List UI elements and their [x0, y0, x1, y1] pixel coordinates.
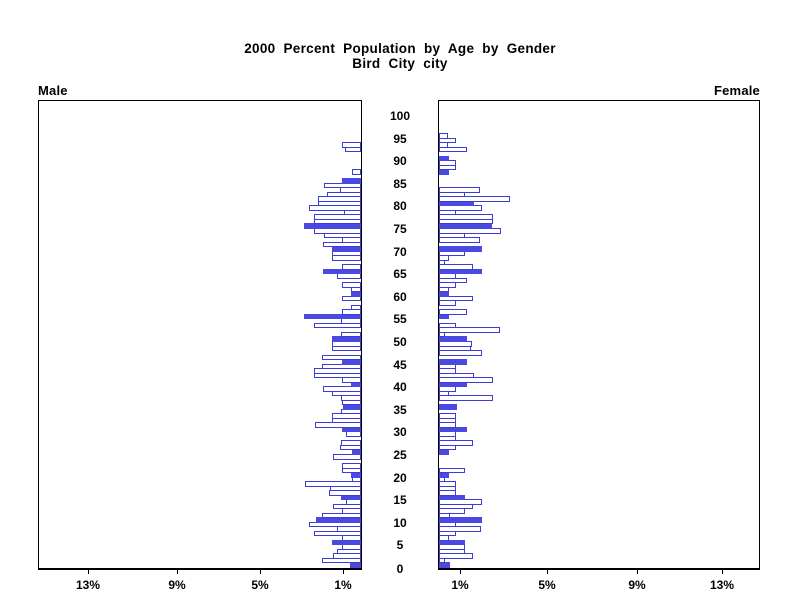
age-tick-label: 80: [393, 199, 407, 214]
age-tick-label: 100: [389, 109, 411, 123]
age-tick-label: 75: [393, 222, 407, 236]
male-axis-tick: [260, 570, 261, 574]
male-age-bar: [323, 386, 361, 392]
male-age-bar: [341, 264, 361, 270]
female-age-bar: [439, 413, 457, 419]
female-age-bar: [439, 146, 467, 153]
age-tick-label: 90: [393, 154, 407, 169]
male-percent-tick-label: 13%: [75, 578, 101, 592]
female-axis-tick: [460, 570, 461, 574]
female-age-bar: [439, 295, 474, 302]
female-age-bar: [439, 336, 467, 342]
male-age-bar: [351, 304, 361, 311]
male-age-bar: [341, 463, 361, 469]
male-percent-tick-label: 9%: [168, 578, 186, 592]
age-tick-label: 25: [393, 448, 407, 462]
chart-title: 2000 Percent Population by Age by Gender…: [0, 41, 800, 71]
age-tick-label: 65: [393, 267, 407, 282]
male-age-bar: [340, 331, 361, 338]
age-tick-label: 50: [393, 335, 407, 349]
female-percent-tick-label: 5%: [538, 578, 556, 592]
age-tick-label: 45: [393, 357, 407, 372]
female-plot-area: [438, 100, 760, 570]
age-tick-label: 85: [393, 176, 407, 191]
male-age-bar: [305, 481, 361, 487]
male-percent-tick-label: 5%: [251, 578, 269, 592]
male-plot-area: [38, 100, 362, 570]
age-tick-label: 35: [393, 402, 407, 417]
female-age-bar: [439, 133, 448, 139]
female-age-bar: [439, 526, 481, 532]
age-tick-label: 5: [396, 538, 404, 553]
female-percent-tick-label: 9%: [628, 578, 646, 592]
age-tick-label: 10: [393, 515, 407, 530]
age-tick-label: 70: [393, 244, 407, 259]
female-age-bar: [439, 264, 474, 270]
female-age-bar: [439, 440, 474, 446]
male-axis-tick: [88, 570, 89, 574]
male-age-bar: [313, 214, 361, 220]
male-axis-tick: [177, 570, 178, 574]
male-age-bar: [341, 178, 361, 184]
female-age-bar: [439, 359, 467, 365]
female-age-bar: [439, 467, 465, 474]
female-age-bar: [439, 309, 467, 315]
female-age-bar: [439, 155, 449, 162]
female-age-bar: [439, 404, 458, 410]
female-side-label: Female: [713, 83, 760, 98]
female-age-bar: [439, 322, 457, 329]
female-age-bar: [439, 196, 510, 202]
age-tick-label: 40: [393, 380, 407, 395]
male-age-bar: [304, 313, 361, 320]
male-age-bar: [322, 354, 361, 361]
chart-title-line1: 2000 Percent Population by Age by Gender: [244, 41, 556, 56]
age-tick-label: 60: [393, 289, 407, 304]
male-percent-tick-label: 1%: [334, 578, 352, 592]
male-age-bar: [333, 454, 361, 460]
female-percent-tick-label: 13%: [709, 578, 735, 592]
female-axis-tick: [547, 570, 548, 574]
chart-title-line2: Bird City city: [352, 56, 448, 71]
male-age-bar: [352, 169, 361, 175]
female-age-bar: [439, 327, 501, 333]
female-percent-tick-label: 1%: [451, 578, 469, 592]
female-age-bar: [439, 517, 482, 523]
female-age-bar: [439, 372, 475, 379]
female-age-bar: [439, 481, 457, 487]
male-age-bar: [340, 440, 361, 446]
male-side-label: Male: [38, 83, 68, 98]
age-tick-label: 95: [393, 131, 407, 146]
age-tick-label: 15: [393, 493, 407, 508]
female-axis-tick: [637, 570, 638, 574]
age-tick-label: 0: [396, 562, 404, 576]
age-tick-label: 20: [393, 470, 407, 485]
male-age-bar: [341, 282, 361, 288]
female-age-bar: [439, 395, 493, 401]
male-age-bar: [313, 322, 361, 329]
male-age-bar: [313, 530, 361, 537]
female-age-bar: [439, 246, 482, 252]
female-age-bar: [439, 539, 465, 546]
male-age-bar: [341, 142, 361, 148]
female-age-bar: [439, 214, 493, 220]
age-tick-label: 55: [393, 312, 407, 327]
female-axis-tick: [722, 570, 723, 574]
male-axis-tick: [343, 570, 344, 574]
female-age-bar: [439, 137, 457, 144]
female-age-bar: [439, 187, 480, 193]
age-tick-label: 30: [393, 425, 407, 440]
